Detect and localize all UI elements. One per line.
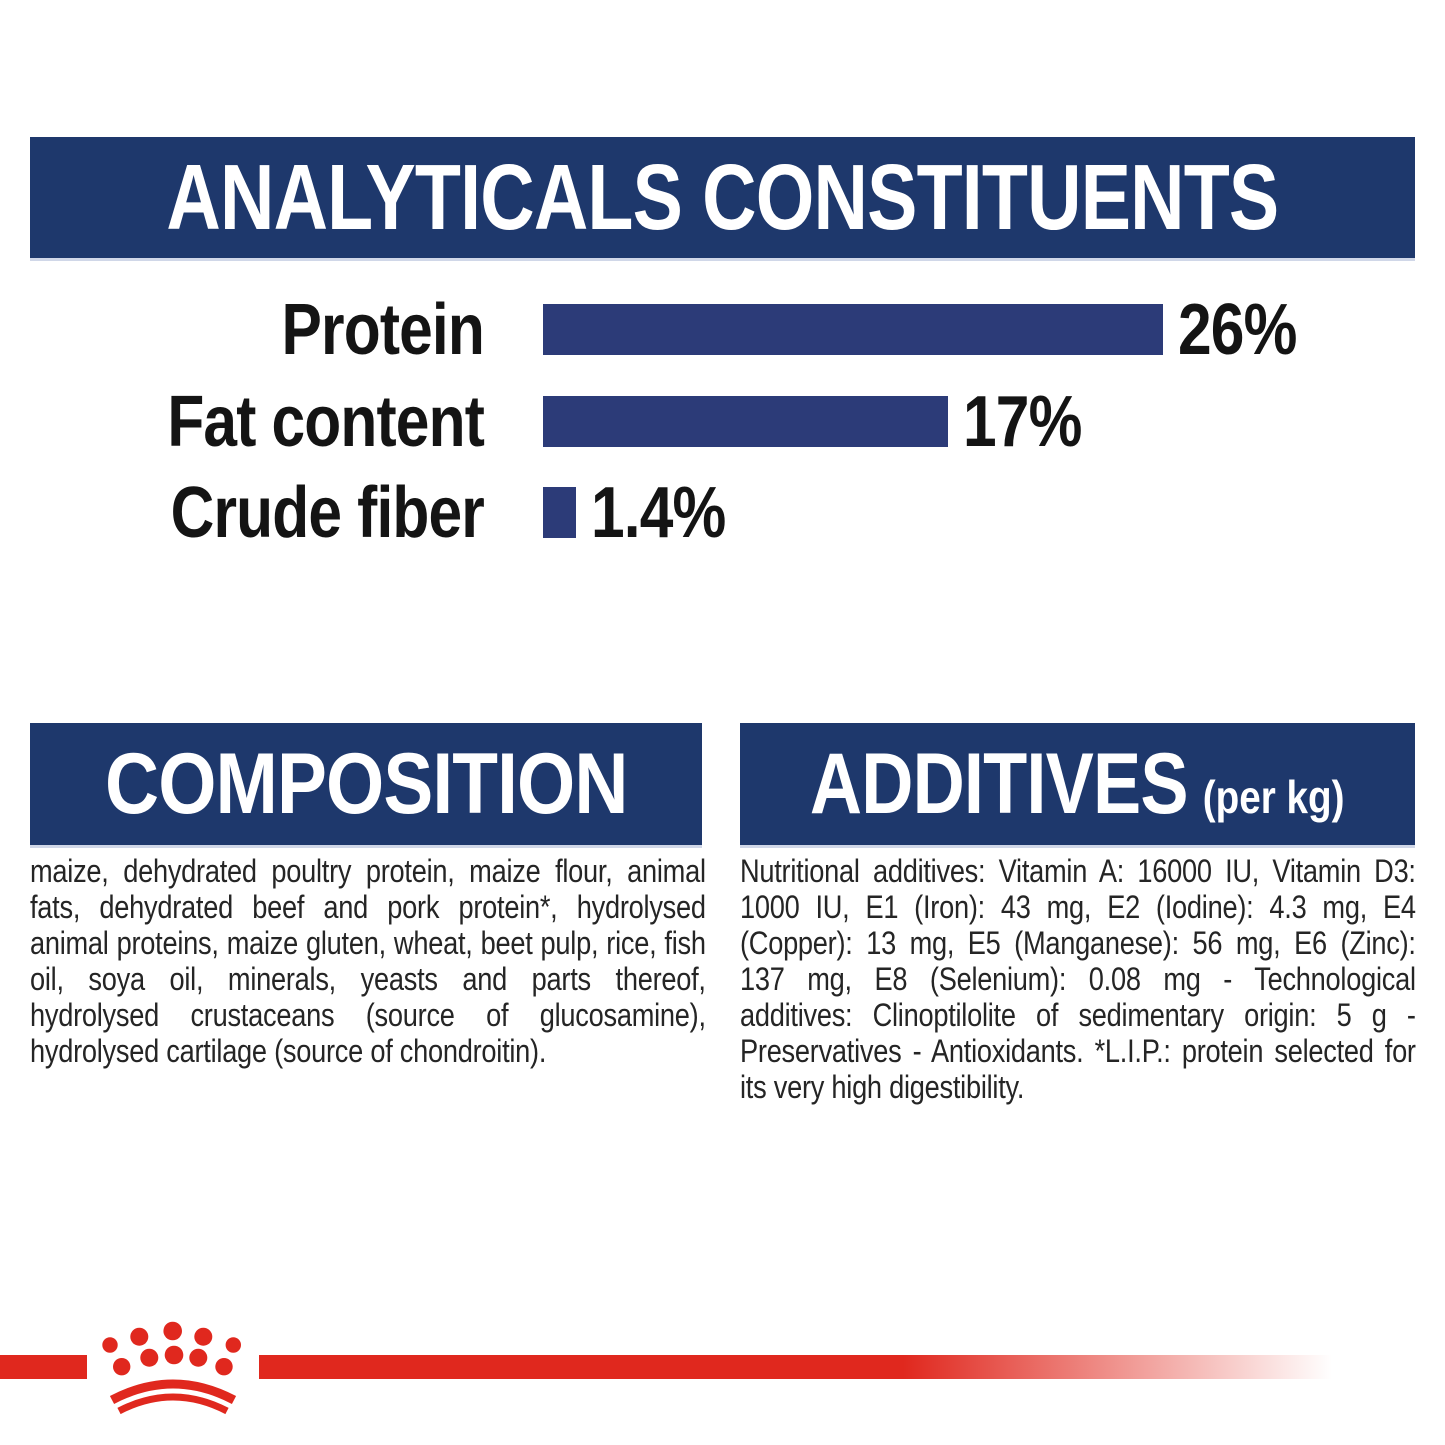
chart-value-fat-content: 17% bbox=[963, 381, 1082, 462]
additives-title: ADDITIVES bbox=[810, 735, 1189, 832]
chart-row-fat-content: Fat content 17% bbox=[0, 382, 1445, 462]
chart-value-crude-fiber: 1.4% bbox=[591, 472, 726, 553]
chart-bar-protein bbox=[543, 304, 1163, 355]
royal-canin-crown-paw-logo-icon bbox=[102, 1321, 241, 1415]
red-stripe-right-fading-segment bbox=[259, 1355, 1332, 1379]
chart-row-protein: Protein 26% bbox=[0, 290, 1445, 370]
analyticals-header-banner: ANALYTICALS CONSTITUENTS bbox=[30, 137, 1415, 258]
additives-title-suffix: (per kg) bbox=[1203, 770, 1345, 823]
chart-bar-fat-content bbox=[543, 396, 949, 447]
composition-title: COMPOSITION bbox=[104, 735, 628, 832]
analyticals-title: ANALYTICALS CONSTITUENTS bbox=[166, 145, 1280, 249]
chart-row-crude-fiber: Crude fiber 1.4% bbox=[0, 473, 1445, 553]
chart-label-protein: Protein bbox=[281, 289, 485, 370]
chart-label-fat-content: Fat content bbox=[167, 381, 485, 462]
additives-header-banner: ADDITIVES (per kg) bbox=[740, 723, 1415, 845]
chart-value-protein: 26% bbox=[1178, 289, 1297, 370]
chart-label-crude-fiber: Crude fiber bbox=[170, 472, 485, 553]
composition-body-text: maize, dehydrated poultry protein, maize… bbox=[30, 853, 706, 1069]
composition-header-banner: COMPOSITION bbox=[30, 723, 702, 845]
red-stripe-left-segment bbox=[0, 1355, 87, 1379]
additives-body-text: Nutritional additives: Vitamin A: 16000 … bbox=[740, 853, 1416, 1105]
chart-bar-crude-fiber bbox=[543, 487, 577, 538]
